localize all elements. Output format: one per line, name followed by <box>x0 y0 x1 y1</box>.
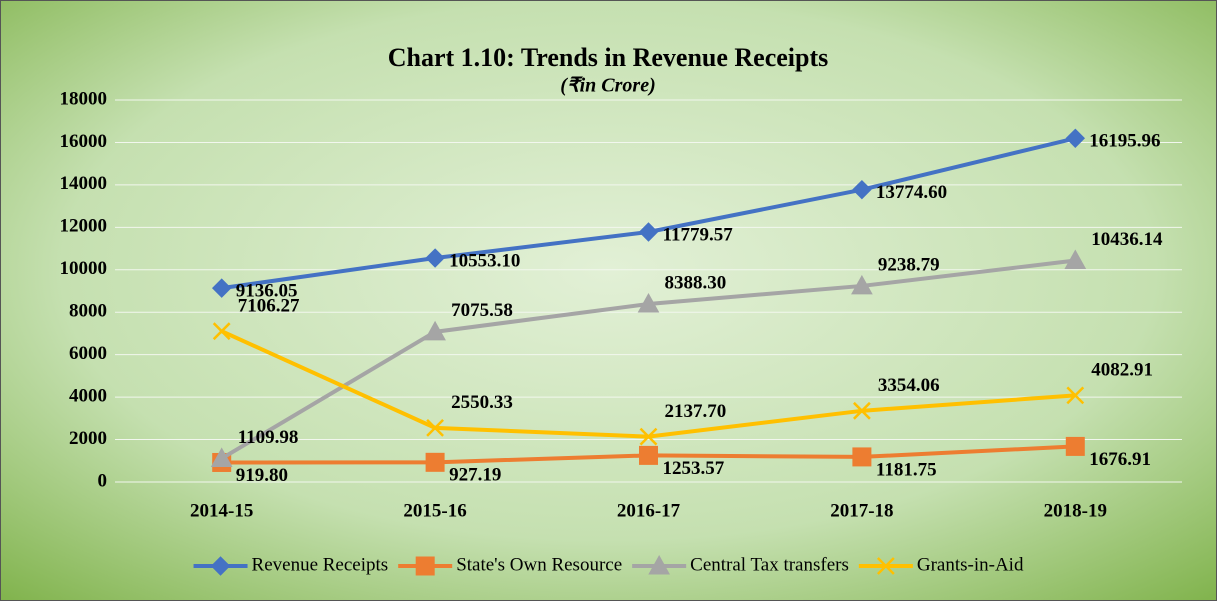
legend-label: Revenue Receipts <box>252 554 389 575</box>
data-label: 11779.57 <box>663 224 734 245</box>
data-label: 10436.14 <box>1091 229 1163 250</box>
x-tick-label: 2016-17 <box>617 500 681 521</box>
data-point <box>851 274 873 295</box>
data-point <box>639 445 658 465</box>
data-point <box>852 179 872 200</box>
data-point <box>637 292 660 313</box>
data-label: 1181.75 <box>876 459 937 480</box>
data-label: 9136.05 <box>236 280 298 301</box>
data-point <box>638 222 659 242</box>
y-tick-label: 2000 <box>69 428 107 449</box>
data-label: 8388.30 <box>665 272 727 293</box>
data-label: 10553.10 <box>449 250 520 271</box>
data-label: 1676.91 <box>1089 449 1151 470</box>
y-tick-label: 10000 <box>60 258 108 279</box>
y-tick-label: 18000 <box>60 88 108 109</box>
data-label: 1253.57 <box>663 458 725 479</box>
data-label: 7106.27 <box>238 296 300 317</box>
data-point <box>852 447 872 467</box>
data-label: 1109.98 <box>238 427 299 448</box>
chart-subtitle: (₹in Crore) <box>560 75 656 97</box>
y-tick-label: 0 <box>98 470 108 491</box>
legend-marker <box>876 557 895 575</box>
data-point <box>425 248 445 268</box>
data-point <box>1066 386 1085 405</box>
legend-marker <box>648 554 670 575</box>
data-label: 7075.58 <box>451 300 513 321</box>
data-point <box>1064 249 1087 270</box>
data-point <box>424 320 446 341</box>
data-point <box>1065 128 1086 148</box>
data-point <box>639 427 658 446</box>
y-tick-label: 8000 <box>69 301 107 322</box>
x-tick-label: 2014-15 <box>190 500 253 521</box>
x-tick-label: 2017-18 <box>830 500 893 521</box>
y-tick-label: 14000 <box>60 173 108 194</box>
data-label: 919.80 <box>236 465 288 486</box>
data-point <box>212 322 231 341</box>
data-label: 927.19 <box>449 465 501 486</box>
y-tick-label: 16000 <box>60 131 108 152</box>
legend-label: Central Tax transfers <box>690 554 849 575</box>
legend: Revenue Receipts State's Own Resource Cent… <box>193 554 1024 576</box>
x-tick-label: 2018-19 <box>1044 500 1107 521</box>
data-label: 2550.33 <box>451 392 513 413</box>
legend-label: State's Own Resource <box>456 554 622 575</box>
y-tick-label: 12000 <box>60 216 108 237</box>
data-point <box>853 401 871 420</box>
chart-title: Chart 1.10: Trends in Revenue Receipts <box>388 43 829 72</box>
legend-marker <box>210 556 231 576</box>
legend-marker <box>415 556 435 576</box>
x-tick-label: 2015-16 <box>403 500 466 521</box>
data-label: 2137.70 <box>665 401 727 422</box>
data-point <box>426 418 444 437</box>
data-point <box>210 447 233 467</box>
data-label: 16195.96 <box>1089 131 1160 152</box>
legend-label: Grants-in-Aid <box>917 554 1024 575</box>
data-point <box>425 452 445 472</box>
y-tick-label: 4000 <box>69 385 107 406</box>
data-label: 13774.60 <box>876 182 947 203</box>
y-tick-label: 6000 <box>69 343 107 364</box>
data-point <box>211 278 232 298</box>
data-label: 9238.79 <box>878 254 940 275</box>
data-point <box>1065 436 1085 456</box>
data-label: 4082.91 <box>1091 360 1153 381</box>
data-label: 3354.06 <box>878 375 940 396</box>
